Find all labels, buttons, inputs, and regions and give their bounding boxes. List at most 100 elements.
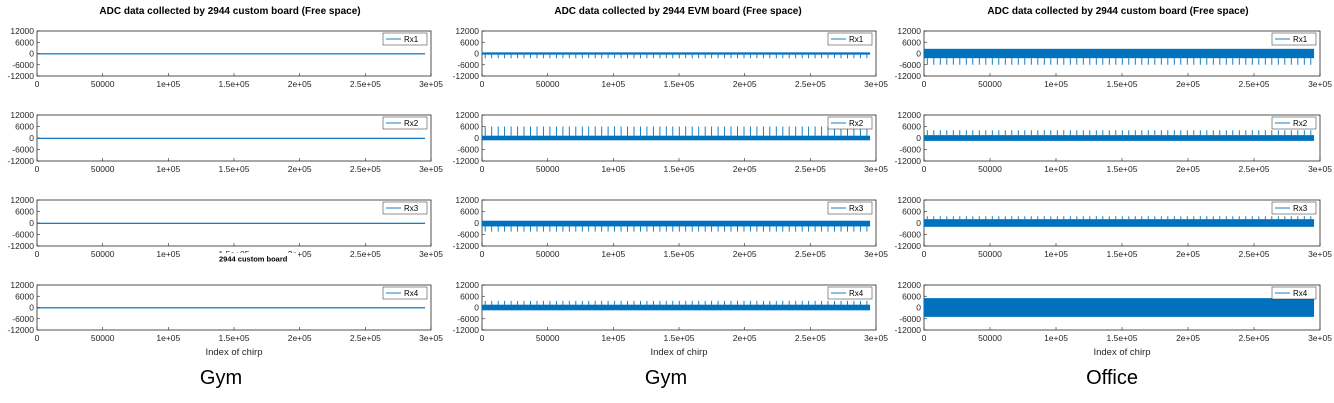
x-tick-label: 1.5e+05 [1107,164,1138,174]
y-tick-label: 6000 [15,122,34,132]
y-tick-label: -12000 [8,71,35,81]
x-tick-label: 50000 [536,249,560,259]
x-tick-label: 1e+05 [601,333,625,343]
legend-label: Rx4 [849,289,864,298]
y-tick-label: -6000 [899,230,921,240]
y-tick-label: 12000 [455,110,479,120]
y-tick-label: -6000 [12,314,34,324]
signal-band [924,298,1315,317]
y-tick-label: 6000 [15,291,34,301]
y-tick-label: 6000 [460,207,479,217]
legend-label: Rx2 [849,119,864,128]
x-tick-label: 0 [480,164,485,174]
x-tick-label: 50000 [91,164,115,174]
x-tick-label: 3e+05 [419,164,443,174]
x-tick-label: 3e+05 [419,333,443,343]
y-tick-label: 12000 [455,26,479,36]
x-tick-label: 1e+05 [156,333,180,343]
x-tick-label: 2e+05 [288,79,312,89]
x-tick-label: 1e+05 [601,164,625,174]
x-tick-label: 3e+05 [419,79,443,89]
x-tick-label: 3e+05 [864,164,888,174]
x-tick-label: 1.5e+05 [1107,249,1138,259]
x-tick-label: 0 [480,333,485,343]
x-tick-label: 2.5e+05 [795,164,826,174]
caption-1: Gym [200,367,242,389]
x-tick-label: 3e+05 [1308,79,1332,89]
y-tick-label: 6000 [902,291,921,301]
y-tick-label: 12000 [897,26,921,36]
annotation-box [216,253,298,264]
x-tick-label: 2e+05 [1176,164,1200,174]
x-tick-label: 0 [480,79,485,89]
legend-label: Rx1 [404,35,419,44]
x-tick-label: 2e+05 [1176,249,1200,259]
legend-box [827,286,873,300]
x-tick-label: 50000 [91,79,115,89]
signal-spikes [926,58,1312,65]
x-tick-label: 0 [35,333,40,343]
x-tick-label: 2.5e+05 [1239,249,1270,259]
x-tick-label: 50000 [978,164,1002,174]
legend-label: Rx2 [404,119,419,128]
x-tick-label: 3e+05 [419,249,443,259]
legend-box [1271,32,1317,46]
x-axis-label: Index of chirp [1093,347,1150,358]
x-tick-label: 50000 [536,164,560,174]
y-tick-label: -12000 [453,71,480,81]
y-tick-label: -12000 [8,325,35,335]
y-tick-label: 6000 [902,37,921,47]
legend-box [827,201,873,215]
y-tick-label: 12000 [897,110,921,120]
legend-box [827,32,873,46]
x-tick-label: 2e+05 [733,164,757,174]
x-tick-label: 1.5e+05 [219,333,250,343]
signal-band [482,304,871,311]
x-tick-label: 50000 [536,79,560,89]
x-tick-label: 50000 [91,249,115,259]
x-tick-label: 2.5e+05 [350,333,381,343]
y-tick-label: 6000 [460,291,479,301]
legend-box [382,32,428,46]
x-tick-label: 2e+05 [288,333,312,343]
legend-label: Rx4 [404,289,419,298]
y-tick-label: -12000 [895,71,922,81]
x-tick-label: 1e+05 [156,249,180,259]
y-tick-label: 0 [474,303,479,313]
y-tick-label: 0 [916,133,921,143]
x-tick-label: 2e+05 [733,333,757,343]
x-tick-label: 1e+05 [1044,164,1068,174]
x-tick-label: 0 [35,164,40,174]
x-tick-label: 2e+05 [1176,333,1200,343]
signal-spikes [484,126,868,136]
x-tick-label: 1e+05 [1044,79,1068,89]
y-tick-label: 6000 [902,122,921,132]
y-tick-label: -6000 [457,145,479,155]
signal-spikes [926,130,1312,136]
x-tick-label: 0 [922,333,927,343]
signal-band [37,53,426,55]
y-tick-label: 0 [916,218,921,228]
x-tick-label: 1.5e+05 [1107,79,1138,89]
y-tick-label: 6000 [460,122,479,132]
y-tick-label: -12000 [453,241,480,251]
y-tick-label: -12000 [453,156,480,166]
x-tick-label: 1.5e+05 [219,164,250,174]
x-tick-label: 50000 [978,79,1002,89]
y-tick-label: 0 [29,218,34,228]
annotation-label: 2944 custom board [219,255,288,264]
y-tick-label: 12000 [455,195,479,205]
legend-label: Rx3 [849,204,864,213]
panel-title-1: ADC data collected by 2944 custom board … [99,6,360,17]
x-tick-label: 1e+05 [601,79,625,89]
y-tick-label: -6000 [457,60,479,70]
x-tick-label: 2.5e+05 [1239,79,1270,89]
y-tick-label: -6000 [12,60,34,70]
y-tick-label: 12000 [10,280,34,290]
